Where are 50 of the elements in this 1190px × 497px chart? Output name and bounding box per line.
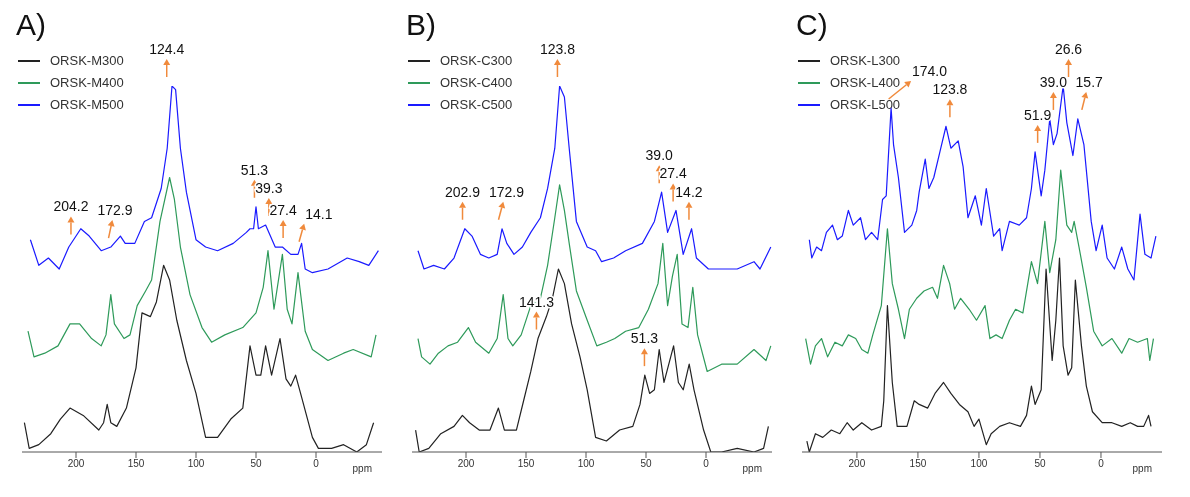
annotation: 51.3 bbox=[630, 330, 659, 347]
x-tick-label: 150 bbox=[127, 458, 145, 470]
annotation: 172.9 bbox=[97, 202, 133, 219]
legend-label: ORSK-L400 bbox=[830, 74, 901, 92]
x-tick-label: 150 bbox=[517, 458, 535, 470]
legend-label: ORSK-C300 bbox=[440, 52, 513, 70]
annotation: 174.0 bbox=[911, 62, 948, 79]
annotation: 172.9 bbox=[489, 183, 525, 200]
annotation: 14.2 bbox=[675, 183, 703, 200]
annotation: 51.3 bbox=[240, 161, 269, 178]
x-tick-label: 0 bbox=[703, 458, 710, 470]
annotation: 27.4 bbox=[269, 202, 297, 219]
annotation: 123.8 bbox=[539, 41, 576, 57]
x-tick-label: 50 bbox=[1034, 458, 1046, 470]
x-tick-label: 50 bbox=[640, 458, 652, 470]
x-tick-label: 0 bbox=[1098, 458, 1105, 470]
legend-label: ORSK-C400 bbox=[440, 74, 513, 92]
x-axis-title: ppm bbox=[352, 463, 372, 474]
x-tick-label: 100 bbox=[577, 458, 595, 470]
x-axis-title: ppm bbox=[1132, 463, 1152, 474]
annotation: 202.9 bbox=[445, 183, 481, 200]
x-tick-label: 100 bbox=[970, 458, 988, 470]
annotation: 27.4 bbox=[659, 165, 687, 182]
legend-label: ORSK-L500 bbox=[830, 96, 901, 114]
legend-label: ORSK-L300 bbox=[830, 52, 901, 70]
legend-label: ORSK-M500 bbox=[50, 96, 124, 114]
annotation: 14.1 bbox=[305, 205, 333, 222]
annotation: 39.0 bbox=[645, 147, 674, 164]
x-tick-label: 150 bbox=[909, 458, 927, 470]
chart-title: A) bbox=[16, 8, 46, 42]
annotation: 39.0 bbox=[1039, 73, 1068, 90]
annotation: 15.7 bbox=[1075, 73, 1104, 90]
chart-title: C) bbox=[796, 8, 828, 42]
x-tick-label: 200 bbox=[457, 458, 475, 470]
annotation: 124.4 bbox=[149, 41, 185, 57]
annotation: 204.2 bbox=[53, 198, 89, 215]
x-axis-title: ppm bbox=[742, 463, 762, 474]
legend-label: ORSK-M400 bbox=[50, 74, 124, 92]
x-tick-label: 100 bbox=[187, 458, 205, 470]
annotation: 39.3 bbox=[255, 180, 283, 197]
legend-label: ORSK-C500 bbox=[440, 96, 513, 114]
annotation: 123.8 bbox=[932, 81, 968, 98]
legend-label: ORSK-M300 bbox=[50, 52, 124, 70]
x-tick-label: 50 bbox=[250, 458, 262, 470]
x-tick-label: 200 bbox=[67, 458, 85, 470]
x-tick-label: 0 bbox=[313, 458, 320, 470]
annotation: 51.9 bbox=[1024, 106, 1052, 123]
annotation: 26.6 bbox=[1054, 41, 1083, 57]
chart-title: B) bbox=[406, 8, 436, 42]
x-tick-label: 200 bbox=[848, 458, 866, 470]
